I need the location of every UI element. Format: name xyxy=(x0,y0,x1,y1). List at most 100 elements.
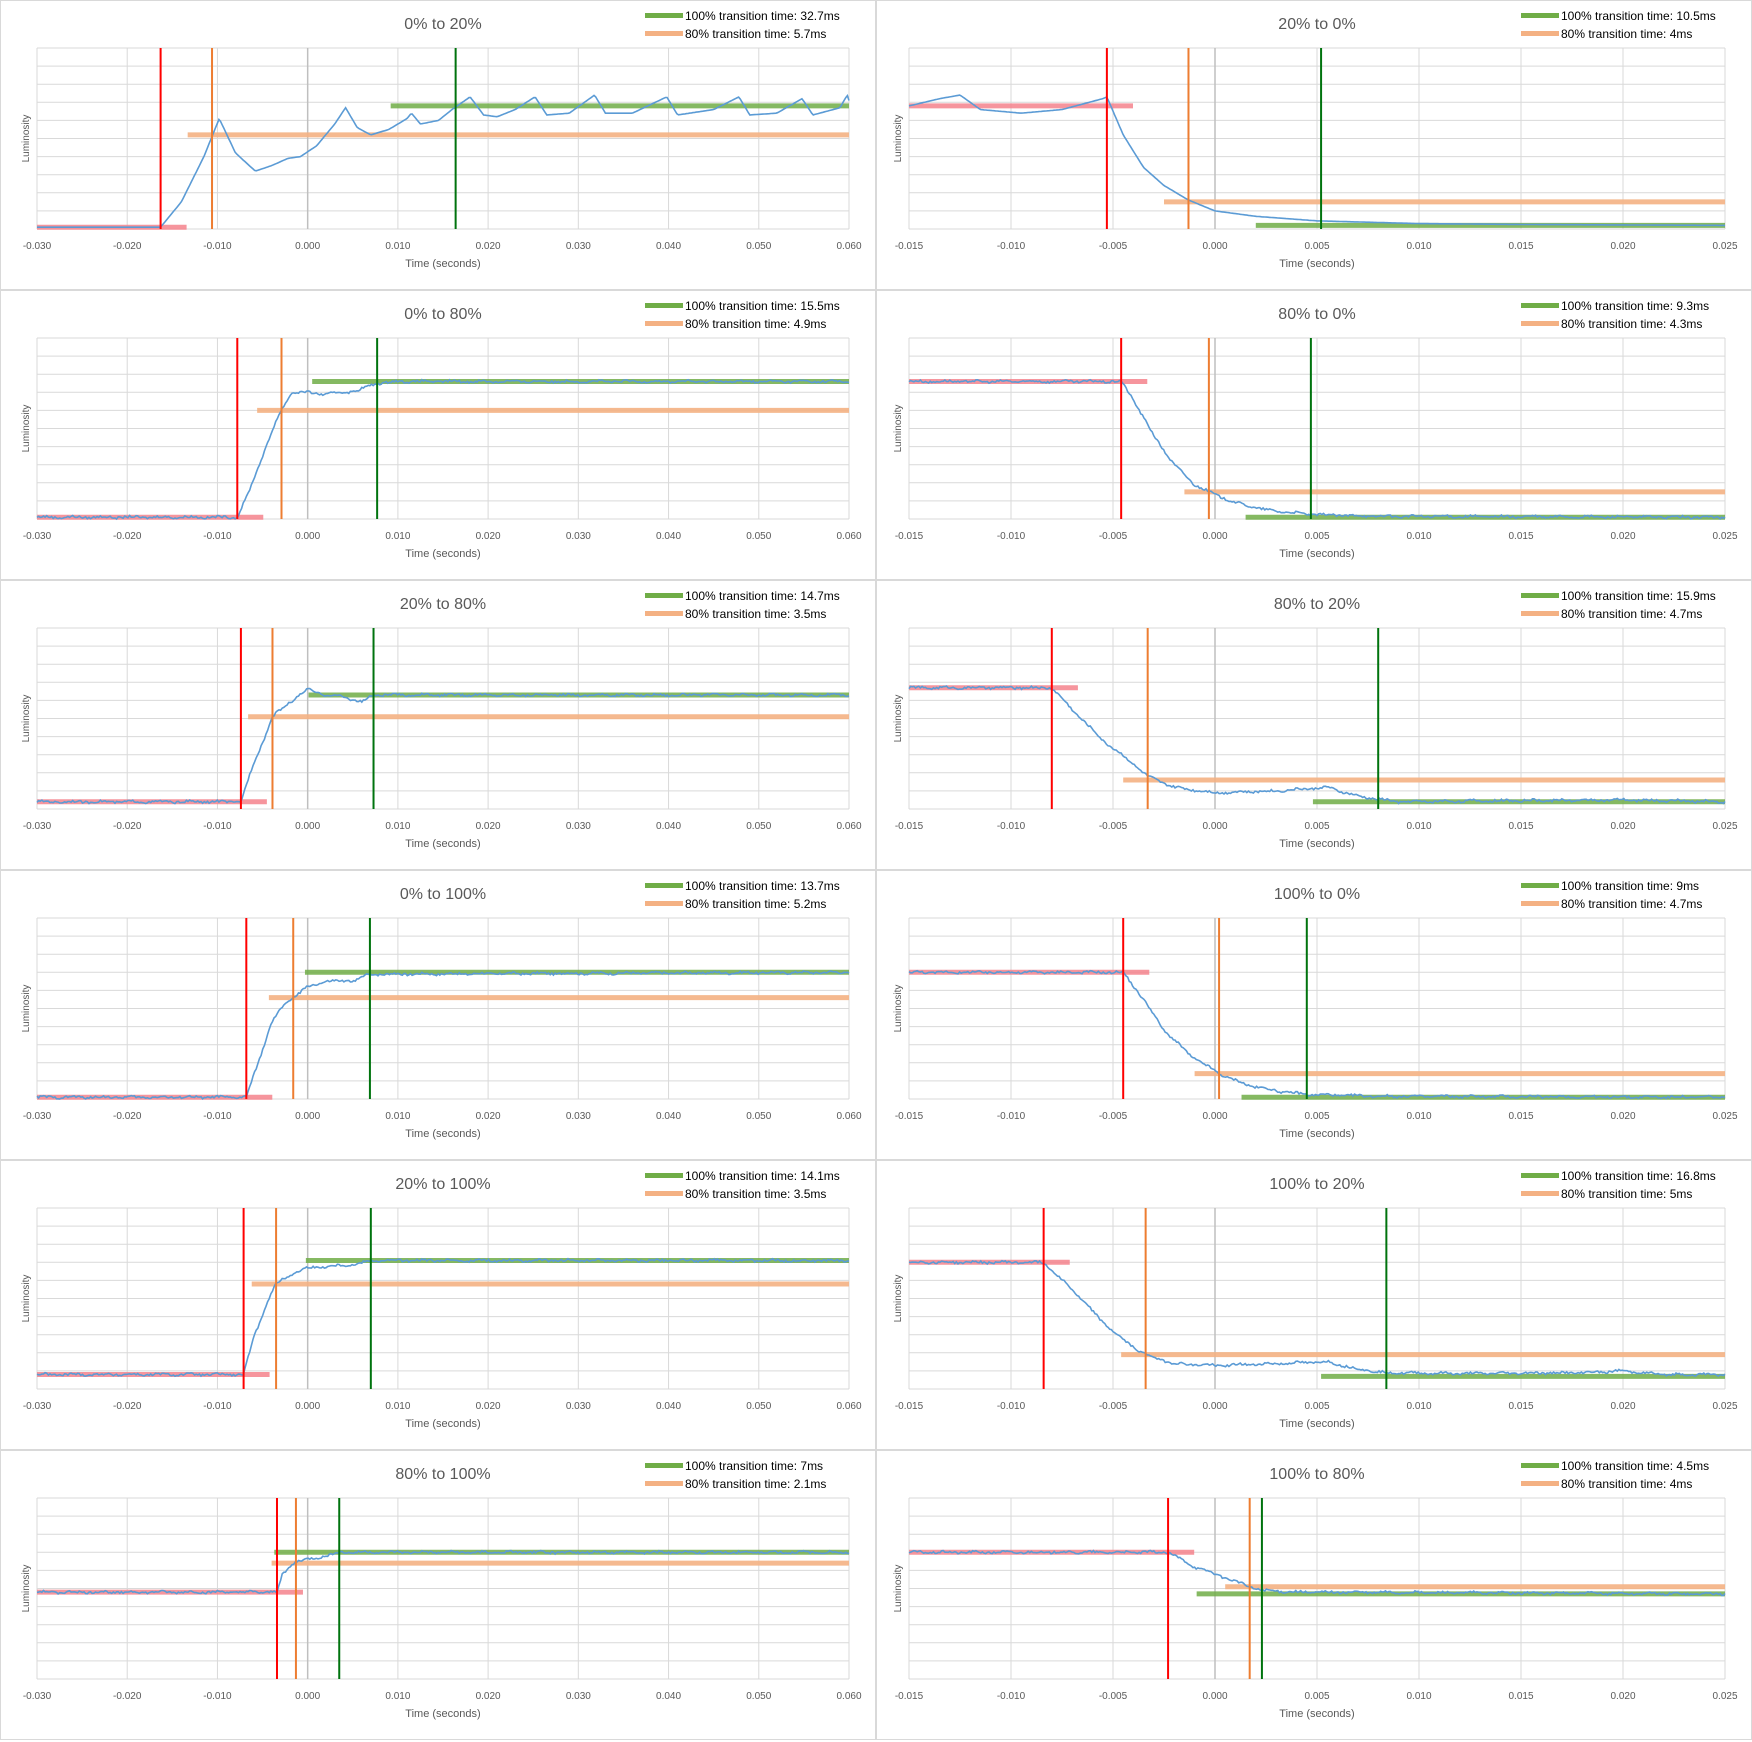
legend-swatch-100 xyxy=(645,303,683,308)
legend-swatch-80 xyxy=(645,611,683,616)
y-axis-label: Luminosity xyxy=(21,985,32,1033)
x-tick-label: 0.020 xyxy=(1610,1401,1635,1412)
x-tick-label: 0.020 xyxy=(1610,821,1635,832)
legend-swatch-80 xyxy=(645,321,683,326)
legend-label-80: 80% transition time: 4ms xyxy=(1561,27,1692,41)
x-tick-label: 0.020 xyxy=(1610,1111,1635,1122)
x-axis-label: Time (seconds) xyxy=(405,548,480,560)
x-tick-label: -0.005 xyxy=(1099,821,1128,832)
legend-label-100: 100% transition time: 9ms xyxy=(1561,879,1699,893)
legend-label-80: 80% transition time: 5.2ms xyxy=(685,897,826,911)
x-tick-label: 0.020 xyxy=(1610,1691,1635,1702)
x-tick-label: 0.010 xyxy=(385,531,410,542)
chart-svg: -0.030 -0.020 -0.010 0.000 0.010 0.020 0.030 0.… xyxy=(21,1459,862,1720)
legend-swatch-100 xyxy=(645,593,683,598)
legend-label-80: 80% transition time: 3.5ms xyxy=(685,1187,826,1201)
y-axis-label: Luminosity xyxy=(21,405,32,453)
x-tick-label: 0.060 xyxy=(836,1111,861,1122)
x-axis-label: Time (seconds) xyxy=(1279,1708,1354,1720)
x-tick-label: -0.020 xyxy=(113,821,142,832)
chart-svg: -0.030 -0.020 -0.010 0.000 0.010 0.020 0.030 0.… xyxy=(21,1169,862,1430)
chart-title: 100% to 80% xyxy=(1269,1466,1364,1483)
x-axis-label: Time (seconds) xyxy=(1279,1418,1354,1430)
x-tick-label: 0.005 xyxy=(1304,1691,1329,1702)
legend-label-80: 80% transition time: 3.5ms xyxy=(685,607,826,621)
chart-panel: -0.015 -0.010 -0.005 0.000 0.005 0.010 0.015 0.… xyxy=(876,580,1752,870)
x-tick-label: 0.050 xyxy=(746,1111,771,1122)
x-axis-label: Time (seconds) xyxy=(1279,548,1354,560)
x-tick-label: 0.050 xyxy=(746,821,771,832)
x-tick-label: 0.020 xyxy=(1610,531,1635,542)
x-tick-label: -0.010 xyxy=(997,241,1026,252)
legend-label-100: 100% transition time: 16.8ms xyxy=(1561,1169,1716,1183)
x-tick-label: 0.000 xyxy=(295,821,320,832)
legend-swatch-80 xyxy=(645,901,683,906)
x-axis-label: Time (seconds) xyxy=(405,1708,480,1720)
legend-label-100: 100% transition time: 14.7ms xyxy=(685,589,840,603)
x-tick-label: -0.010 xyxy=(997,1691,1026,1702)
x-tick-label: -0.010 xyxy=(203,1401,232,1412)
chart-panel: -0.015 -0.010 -0.005 0.000 0.005 0.010 0.015 0.… xyxy=(876,1160,1752,1450)
x-tick-label: 0.030 xyxy=(566,241,591,252)
legend-label-100: 100% transition time: 15.9ms xyxy=(1561,589,1716,603)
chart-panel: -0.015 -0.010 -0.005 0.000 0.005 0.010 0.015 0.… xyxy=(876,1450,1752,1740)
y-axis-label: Luminosity xyxy=(21,1565,32,1613)
legend-label-80: 80% transition time: 5.7ms xyxy=(685,27,826,41)
legend-swatch-80 xyxy=(1521,31,1559,36)
x-tick-label: 0.000 xyxy=(295,241,320,252)
x-tick-label: 0.015 xyxy=(1508,821,1533,832)
luminosity-trace xyxy=(908,969,1726,1100)
y-axis-label: Luminosity xyxy=(893,115,904,163)
legend-label-100: 100% transition time: 10.5ms xyxy=(1561,9,1716,23)
x-tick-label: 0.000 xyxy=(295,1111,320,1122)
x-tick-label: -0.010 xyxy=(997,821,1026,832)
chart-svg: -0.030 -0.020 -0.010 0.000 0.010 0.020 0.030 0.… xyxy=(21,589,862,850)
y-axis-label: Luminosity xyxy=(21,1275,32,1323)
legend-label-100: 100% transition time: 13.7ms xyxy=(685,879,840,893)
x-tick-label: -0.020 xyxy=(113,1401,142,1412)
x-tick-label: 0.005 xyxy=(1304,1401,1329,1412)
x-tick-label: 0.005 xyxy=(1304,1111,1329,1122)
y-axis-label: Luminosity xyxy=(893,1565,904,1613)
chart-panel: -0.030 -0.020 -0.010 0.000 0.010 0.020 0.030 0.… xyxy=(0,580,876,870)
chart-panel: -0.030 -0.020 -0.010 0.000 0.010 0.020 0.030 0.… xyxy=(0,870,876,1160)
x-tick-label: -0.010 xyxy=(203,1111,232,1122)
chart-title: 20% to 100% xyxy=(395,1176,490,1193)
luminosity-trace xyxy=(908,685,1726,805)
x-tick-label: 0.030 xyxy=(566,1111,591,1122)
x-tick-label: 0.000 xyxy=(295,1691,320,1702)
chart-panel: -0.030 -0.020 -0.010 0.000 0.010 0.020 0.030 0.… xyxy=(0,290,876,580)
legend-swatch-80 xyxy=(1521,901,1559,906)
legend-swatch-80 xyxy=(645,1481,683,1486)
x-tick-label: -0.030 xyxy=(23,821,52,832)
x-tick-label: 0.030 xyxy=(566,821,591,832)
x-tick-label: -0.005 xyxy=(1099,1401,1128,1412)
legend-swatch-80 xyxy=(1521,611,1559,616)
x-tick-label: -0.030 xyxy=(23,1111,52,1122)
x-tick-label: -0.020 xyxy=(113,241,142,252)
x-tick-label: 0.060 xyxy=(836,531,861,542)
x-tick-label: 0.060 xyxy=(836,821,861,832)
x-tick-label: -0.030 xyxy=(23,1401,52,1412)
x-tick-label: 0.010 xyxy=(1406,241,1431,252)
x-tick-label: -0.015 xyxy=(895,531,924,542)
x-tick-label: -0.010 xyxy=(203,1691,232,1702)
chart-panel: -0.015 -0.010 -0.005 0.000 0.005 0.010 0.015 0.… xyxy=(876,870,1752,1160)
x-tick-label: 0.040 xyxy=(656,241,681,252)
x-axis-label: Time (seconds) xyxy=(405,838,480,850)
x-tick-label: -0.015 xyxy=(895,1691,924,1702)
legend-swatch-80 xyxy=(1521,1481,1559,1486)
x-tick-label: 0.005 xyxy=(1304,241,1329,252)
luminosity-trace xyxy=(908,378,1726,521)
x-tick-label: -0.005 xyxy=(1099,241,1128,252)
x-tick-label: 0.020 xyxy=(476,821,501,832)
legend-label-100: 100% transition time: 15.5ms xyxy=(685,299,840,313)
x-tick-label: 0.010 xyxy=(1406,821,1431,832)
chart-title: 0% to 100% xyxy=(400,886,486,903)
y-axis-label: Luminosity xyxy=(893,695,904,743)
x-tick-label: 0.010 xyxy=(1406,1401,1431,1412)
legend-label-100: 100% transition time: 9.3ms xyxy=(1561,299,1709,313)
x-tick-label: 0.025 xyxy=(1712,241,1737,252)
legend-swatch-100 xyxy=(1521,13,1559,18)
x-tick-label: 0.025 xyxy=(1712,1111,1737,1122)
